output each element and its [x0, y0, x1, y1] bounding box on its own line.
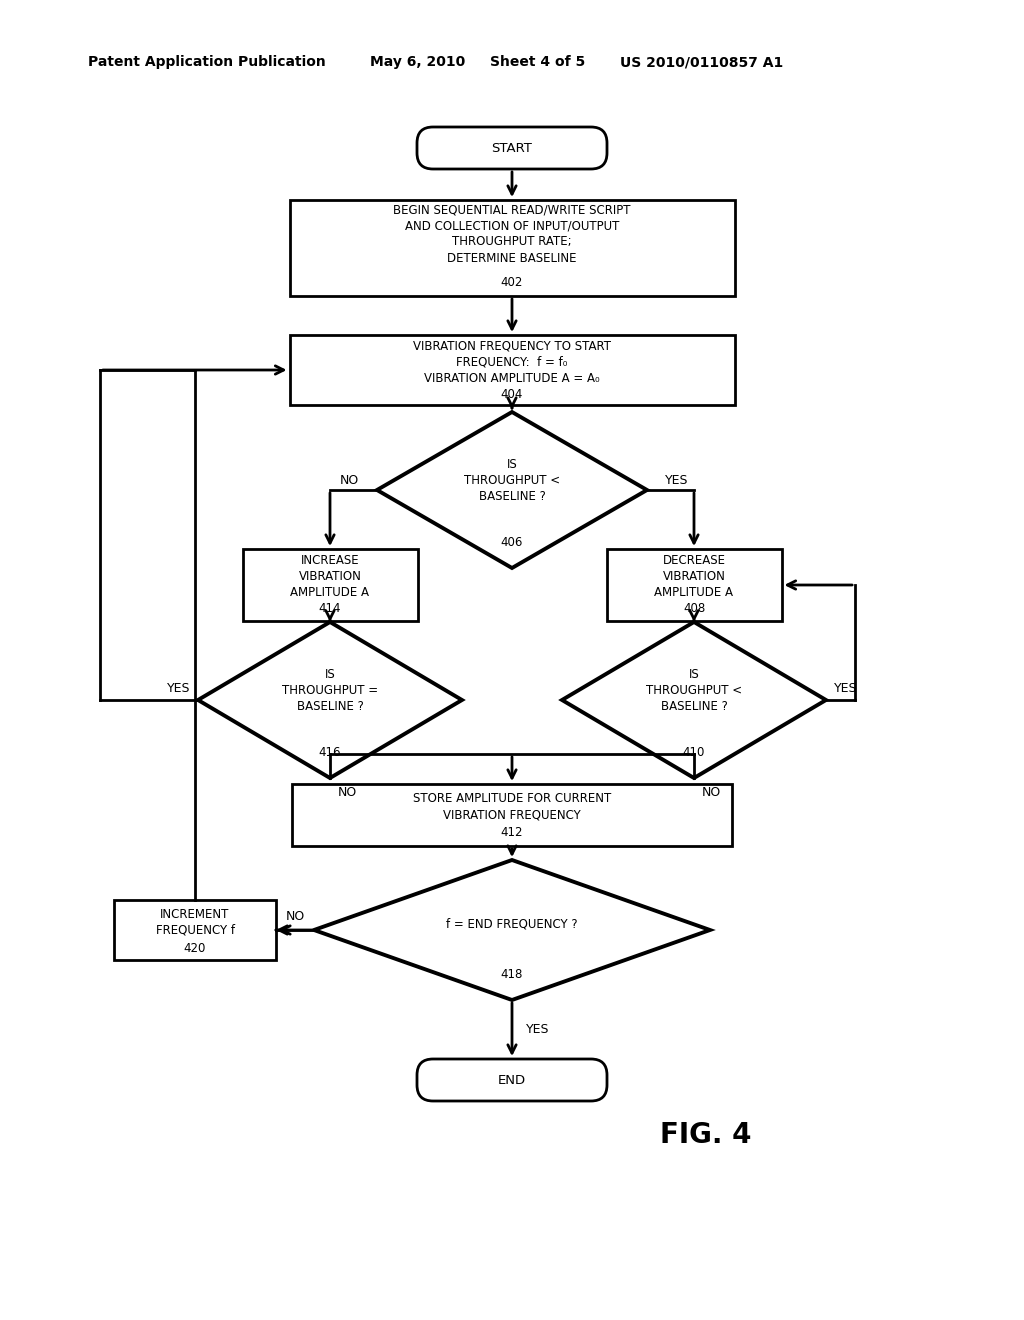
Text: IS
THROUGHPUT <
BASELINE ?: IS THROUGHPUT < BASELINE ? [646, 668, 742, 713]
Polygon shape [562, 622, 826, 777]
Text: US 2010/0110857 A1: US 2010/0110857 A1 [620, 55, 783, 69]
Bar [114, 900, 276, 960]
Text: YES: YES [526, 1023, 550, 1036]
Bar [606, 549, 781, 620]
Text: 404: 404 [501, 388, 523, 400]
Text: NO: NO [338, 785, 357, 799]
Text: FIG. 4: FIG. 4 [660, 1121, 752, 1148]
FancyBboxPatch shape [417, 127, 607, 169]
Bar [243, 549, 418, 620]
Text: 420: 420 [184, 941, 206, 954]
Text: DECREASE
VIBRATION
AMPLITUDE A: DECREASE VIBRATION AMPLITUDE A [654, 554, 733, 599]
Text: INCREMENT
FREQUENCY f: INCREMENT FREQUENCY f [156, 908, 234, 936]
Text: 402: 402 [501, 276, 523, 289]
Text: Patent Application Publication: Patent Application Publication [88, 55, 326, 69]
Bar [292, 784, 732, 846]
Text: 410: 410 [683, 746, 706, 759]
Text: Sheet 4 of 5: Sheet 4 of 5 [490, 55, 586, 69]
Text: YES: YES [834, 681, 857, 694]
Text: END: END [498, 1073, 526, 1086]
Polygon shape [314, 861, 710, 1001]
Text: May 6, 2010: May 6, 2010 [370, 55, 465, 69]
Text: YES: YES [167, 681, 190, 694]
Polygon shape [198, 622, 462, 777]
Text: IS
THROUGHPUT <
BASELINE ?: IS THROUGHPUT < BASELINE ? [464, 458, 560, 503]
Text: 406: 406 [501, 536, 523, 549]
Text: 418: 418 [501, 968, 523, 981]
Bar [290, 201, 734, 296]
Text: 412: 412 [501, 826, 523, 840]
Text: IS
THROUGHPUT =
BASELINE ?: IS THROUGHPUT = BASELINE ? [282, 668, 378, 713]
Text: START: START [492, 141, 532, 154]
Text: NO: NO [702, 785, 721, 799]
Text: NO: NO [340, 474, 359, 487]
Text: 416: 416 [318, 746, 341, 759]
Text: BEGIN SEQUENTIAL READ/WRITE SCRIPT
AND COLLECTION OF INPUT/OUTPUT
THROUGHPUT RAT: BEGIN SEQUENTIAL READ/WRITE SCRIPT AND C… [393, 203, 631, 264]
Text: VIBRATION FREQUENCY TO START
FREQUENCY:  f = f₀
VIBRATION AMPLITUDE A = A₀: VIBRATION FREQUENCY TO START FREQUENCY: … [413, 339, 611, 384]
Text: 408: 408 [683, 602, 706, 615]
Text: STORE AMPLITUDE FOR CURRENT
VIBRATION FREQUENCY: STORE AMPLITUDE FOR CURRENT VIBRATION FR… [413, 792, 611, 821]
Text: f = END FREQUENCY ?: f = END FREQUENCY ? [446, 917, 578, 931]
FancyBboxPatch shape [417, 1059, 607, 1101]
Polygon shape [377, 412, 647, 568]
Text: NO: NO [286, 909, 304, 923]
Text: 414: 414 [318, 602, 341, 615]
Bar [290, 335, 734, 405]
Text: YES: YES [665, 474, 688, 487]
Text: INCREASE
VIBRATION
AMPLITUDE A: INCREASE VIBRATION AMPLITUDE A [291, 554, 370, 599]
